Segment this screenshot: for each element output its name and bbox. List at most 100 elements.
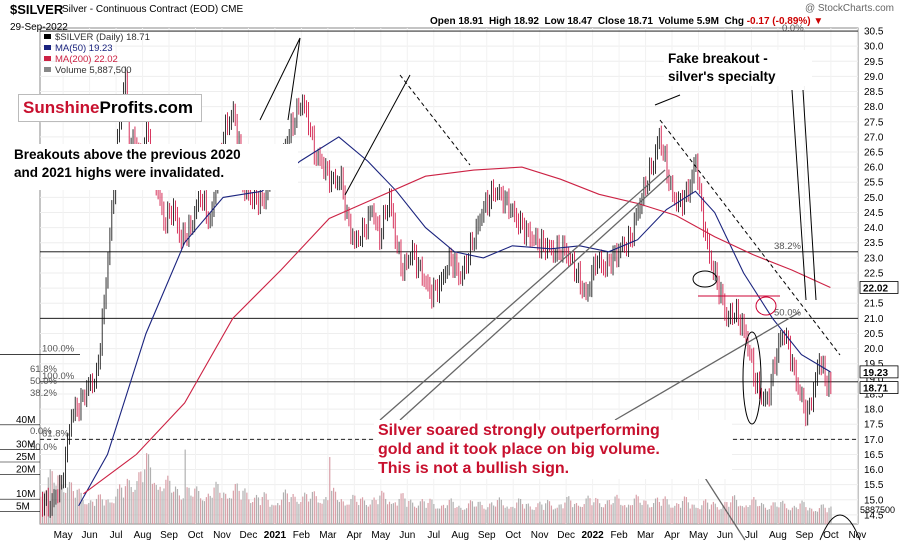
volume-bar xyxy=(479,501,481,524)
fake-line-1: Fake breakout - xyxy=(668,51,768,66)
volume-bar xyxy=(485,509,487,524)
volume-bar xyxy=(215,481,217,524)
volume-bar xyxy=(570,500,572,524)
volume-bar xyxy=(346,504,348,524)
volume-bar xyxy=(624,505,626,524)
volume-bar xyxy=(681,500,684,524)
volume-bar xyxy=(493,505,495,524)
price-tick-label: 30.0 xyxy=(864,42,884,53)
volume-bar xyxy=(242,490,244,524)
volume-bar xyxy=(385,498,387,524)
volume-bar xyxy=(464,509,466,524)
quote-date: 29-Sep-2022 xyxy=(10,22,68,33)
price-tick-label: 24.5 xyxy=(864,208,884,219)
close-label: Close xyxy=(597,16,626,27)
soared-line-1: Silver soared strongly outperforming xyxy=(378,422,660,439)
price-box xyxy=(859,281,899,294)
volume-bar xyxy=(412,502,414,524)
volume-bar xyxy=(824,507,826,524)
volume-bar xyxy=(277,503,279,524)
volume-bar xyxy=(415,507,418,524)
volume-bar xyxy=(284,489,287,524)
volume-bar xyxy=(606,500,608,524)
volume-bar xyxy=(307,501,310,524)
volume-bar xyxy=(163,488,165,524)
price-tick-label: 29.0 xyxy=(864,72,884,83)
volume-bar xyxy=(331,490,333,524)
volume-bar xyxy=(196,486,198,524)
volume-bar xyxy=(431,499,433,524)
volume-bar xyxy=(539,501,541,524)
volume-bar xyxy=(448,499,450,524)
volume-bar xyxy=(182,498,184,524)
volume-bar xyxy=(597,498,599,524)
volume-bar xyxy=(639,502,641,524)
volume-bar xyxy=(772,502,774,524)
time-tick-label: Feb xyxy=(293,530,311,541)
time-tick-label: Nov xyxy=(213,530,231,541)
volume-bar xyxy=(440,505,443,524)
time-tick-label: Jul xyxy=(745,530,758,541)
volume-bar xyxy=(645,500,647,524)
price-tick-label: 15.5 xyxy=(864,480,884,491)
volume-bar xyxy=(88,502,90,524)
volume-bar xyxy=(217,483,219,524)
volume-bar xyxy=(699,509,701,524)
volume-bar xyxy=(379,495,381,524)
price-tick-label: 19.0 xyxy=(864,374,884,385)
volume-bar xyxy=(672,507,674,524)
time-tick-label: 2021 xyxy=(264,530,287,541)
volume-bar xyxy=(469,500,472,524)
price-tick-label: 28.5 xyxy=(864,87,884,98)
time-tick-label: Oct xyxy=(823,530,839,541)
legend-ma50: MA(50) 19.23 xyxy=(55,43,113,54)
volume-bar xyxy=(223,492,225,524)
volume-bar xyxy=(504,507,506,524)
volume-bar xyxy=(226,498,229,524)
legend-ma200: MA(200) 22.02 xyxy=(55,54,118,65)
volume-bar xyxy=(753,497,755,524)
volume-bar xyxy=(475,506,477,524)
volume-bar xyxy=(805,507,807,524)
volume-bar xyxy=(803,502,805,524)
volume-bar xyxy=(194,488,196,524)
volume-bar xyxy=(523,508,526,524)
volume-bar xyxy=(828,507,830,524)
volume-bar xyxy=(575,503,578,524)
volume-bar xyxy=(656,497,659,524)
highlight-ellipse xyxy=(755,296,777,316)
price-tick-label: 21.5 xyxy=(864,299,884,310)
price-tick-label: 25.5 xyxy=(864,178,884,189)
volume-bar xyxy=(61,484,63,524)
volume-bar xyxy=(329,457,331,524)
volume-bar xyxy=(741,506,743,524)
volume-bar xyxy=(365,504,367,524)
volume-bar xyxy=(768,509,770,524)
volume-bar xyxy=(477,501,479,524)
volume-tick-label: 5M xyxy=(16,502,30,513)
down-arrow-icon: ▼ xyxy=(813,16,824,27)
volume-tick-label: 30M xyxy=(16,440,35,451)
time-tick-label: Oct xyxy=(188,530,204,541)
volume-bar xyxy=(556,507,558,524)
time-tick-label: Jun xyxy=(82,530,98,541)
volume-bar xyxy=(610,504,612,524)
volume-bar xyxy=(722,505,724,524)
time-tick-label: Apr xyxy=(347,530,363,541)
volume-bar xyxy=(444,508,447,524)
fib-level-label: 100.0% xyxy=(42,344,75,355)
volume-bar xyxy=(510,506,512,524)
volume-bar xyxy=(473,506,475,524)
volume-bar xyxy=(764,507,767,524)
volume-bar xyxy=(279,505,281,524)
volume-bar xyxy=(466,508,468,524)
volume-bar xyxy=(134,489,136,524)
volume-bar xyxy=(689,508,691,524)
volume-bar xyxy=(533,509,535,524)
open-value: 18.91 xyxy=(458,16,484,27)
volume-bar xyxy=(462,509,464,524)
volume-bar xyxy=(246,492,248,524)
time-tick-label: Aug xyxy=(134,530,152,541)
volume-bar xyxy=(695,507,697,524)
price-tick-label: 28.0 xyxy=(864,102,884,113)
